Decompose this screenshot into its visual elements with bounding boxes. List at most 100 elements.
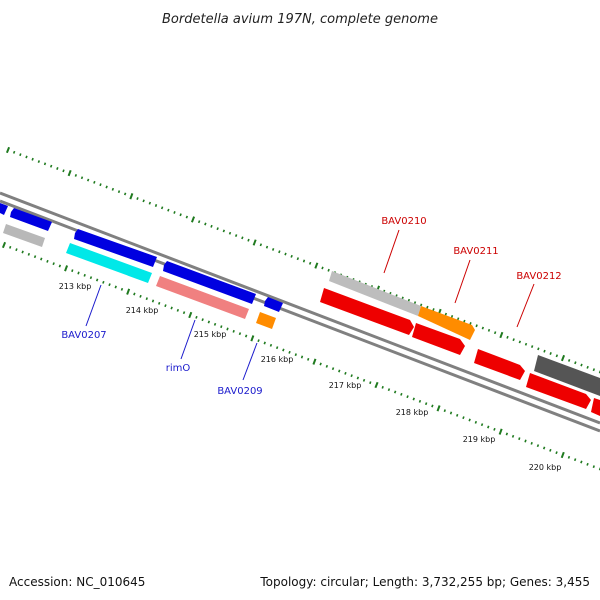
minor-tick-mark [493,331,497,335]
minor-tick-mark [52,262,55,266]
minor-tick-mark [238,332,242,336]
minor-tick-mark [574,361,577,365]
minor-tick-mark [362,378,366,382]
minor-tick-mark [308,261,312,265]
minor-tick-mark [302,259,306,263]
minor-tick-mark [136,197,139,200]
minor-tick-mark [400,392,403,396]
major-tick-mark [67,169,72,177]
minor-tick-mark [154,204,158,207]
minor-tick-mark [530,345,534,348]
minor-tick-mark [204,222,207,226]
minor-tick-mark [444,312,448,316]
minor-tick-mark [77,271,80,275]
kbp-tick-label: 213 kbp [59,282,92,291]
minor-tick-mark [419,303,423,307]
minor-tick-mark [19,153,22,157]
minor-tick-mark [195,315,198,319]
minor-tick-mark [80,176,84,180]
minor-tick-mark [234,234,238,237]
minor-tick-mark [284,252,287,256]
minor-tick-mark [257,339,260,343]
minor-tick-mark [537,347,540,351]
minor-tick-mark [381,385,384,389]
minor-tick-mark [275,346,279,350]
gene-label-bav0207: BAV0207 [61,330,106,341]
gene-feature-darkgrey [534,355,600,396]
minor-tick-mark [170,306,173,310]
minor-tick-mark [549,448,552,452]
gene-feature-bav0210 [329,271,421,316]
minor-tick-mark [331,367,335,371]
minor-tick-mark [530,441,533,445]
minor-tick-mark [43,162,47,166]
reverse-gene-labels: BAV0207 rimO BAV0209 [61,284,263,397]
map-title: Bordetella avium 197N, complete genome [162,12,438,27]
major-tick-mark [250,335,255,342]
major-tick-mark [436,405,441,412]
minor-tick-mark [105,185,108,189]
minor-tick-mark [567,455,571,459]
minor-tick-mark [71,269,74,273]
minor-tick-mark [300,355,304,359]
minor-tick-mark [511,434,515,438]
minor-tick-mark [95,278,99,282]
minor-tick-mark [142,199,145,203]
major-tick-mark [252,239,257,246]
major-tick-mark [64,265,69,272]
minor-tick-mark [426,305,429,309]
gene-label-leader [242,342,258,381]
kbp-tick-label: 216 kbp [261,355,294,364]
gene-feature-bav0211 [418,306,475,340]
minor-tick-mark [432,308,435,311]
minor-tick-mark [263,341,266,345]
minor-tick-mark [580,460,583,464]
minor-tick-mark [344,371,347,375]
gene-label-leader [516,283,535,328]
minor-tick-mark [307,357,310,361]
minor-tick-mark [487,425,490,429]
minor-tick-mark [25,155,28,159]
minor-tick-mark [592,368,596,372]
minor-tick-mark [56,167,59,170]
minor-tick-mark [114,285,117,289]
minor-tick-mark [244,334,248,338]
minor-tick-mark [108,283,111,287]
minor-tick-mark [269,343,273,347]
minor-tick-mark [586,462,589,466]
minor-tick-mark [412,397,415,401]
minor-tick-mark [369,381,372,385]
gene-feature-red [591,398,600,416]
minor-tick-mark [201,318,204,322]
minor-tick-mark [31,157,34,161]
minor-tick-mark [120,287,124,291]
major-tick-mark [560,354,566,362]
minor-tick-mark [456,413,459,417]
minor-tick-mark [480,423,484,427]
minor-tick-mark [338,369,341,373]
minor-tick-mark [15,248,18,252]
gene-label-leader [454,259,471,304]
minor-tick-mark [536,444,540,448]
minor-tick-mark [431,404,434,408]
minor-tick-mark [282,348,285,352]
gene-label-bav0212: BAV0212 [516,271,561,282]
minor-tick-mark [387,388,391,392]
minor-tick-mark [259,243,263,247]
minor-tick-mark [216,227,219,231]
minor-tick-mark [468,418,471,422]
minor-tick-mark [40,257,43,261]
gene-feature-grey [3,224,45,247]
minor-tick-mark [9,245,12,249]
kbp-tick-label: 214 kbp [126,306,159,315]
gene-feature-rimO [156,276,249,319]
kbp-tick-label: 217 kbp [329,381,362,390]
minor-tick-mark [232,329,235,333]
gene-feature-bav0207 [66,243,152,283]
minor-tick-mark [33,255,37,259]
minor-tick-mark [567,359,571,362]
minor-tick-mark [123,192,127,196]
minor-tick-mark [580,363,583,367]
minor-tick-mark [46,259,49,263]
